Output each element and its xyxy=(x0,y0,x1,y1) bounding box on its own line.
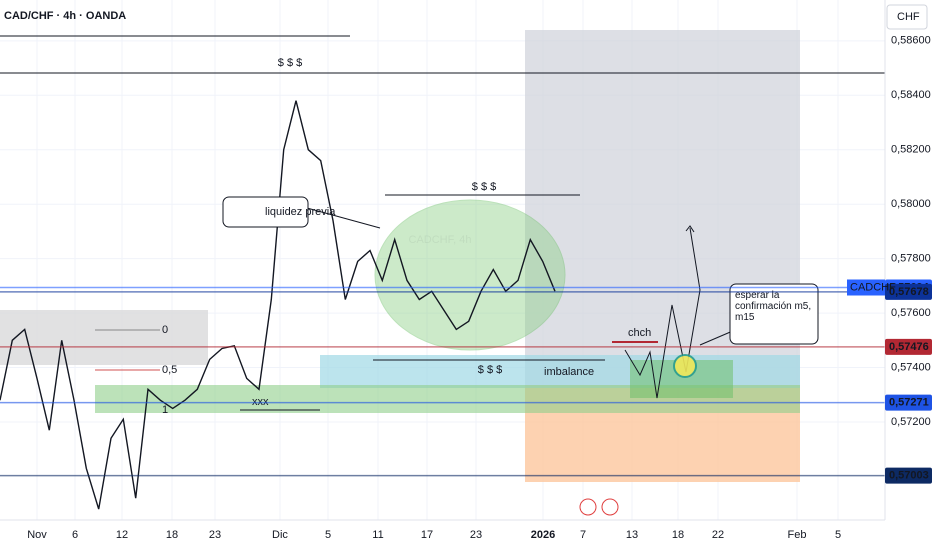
y-tick-label: 0,58600 xyxy=(891,35,931,47)
x-tick-label: 23 xyxy=(209,529,221,541)
price-label: 0,57003 xyxy=(889,470,929,482)
price-label: 0,57476 xyxy=(889,341,929,353)
price-tag xyxy=(885,467,932,484)
x-tick-label: 17 xyxy=(421,529,433,541)
callout-pointer xyxy=(306,207,381,229)
chart-title: CAD/CHF · 4h · OANDA xyxy=(4,10,126,22)
x-tick-label: 5 xyxy=(325,529,331,541)
event-icons xyxy=(579,498,619,516)
x-tick-label: 18 xyxy=(166,529,178,541)
callout-text: esperar la confirmación m5, m15 xyxy=(735,290,812,323)
x-tick-label: 22 xyxy=(712,529,724,541)
y-tick-label: 0,58200 xyxy=(891,144,931,156)
annotation: $ $ $ xyxy=(278,57,302,69)
x-tick-label: 6 xyxy=(72,529,78,541)
y-tick-label: 0,58400 xyxy=(891,89,931,101)
y-tick-label: 0,58000 xyxy=(891,198,931,210)
y-tick-label: 0,57600 xyxy=(891,307,931,319)
price-tag xyxy=(885,394,932,411)
price-tag xyxy=(885,283,932,300)
fib-label: 0,5 xyxy=(162,364,177,376)
fib-label: 1 xyxy=(162,404,168,416)
currency-button[interactable] xyxy=(886,4,928,30)
projection xyxy=(624,227,701,399)
range-ellipse xyxy=(374,199,566,351)
callout xyxy=(729,283,819,345)
x-tick-label: Dic xyxy=(272,529,288,541)
symbol-tag xyxy=(847,279,885,296)
annotation: chch xyxy=(628,327,651,339)
x-tick-label: 13 xyxy=(626,529,638,541)
y-tick-label: 0,57200 xyxy=(891,416,931,428)
x-tick-label: 5 xyxy=(835,529,841,541)
price-label: 0,57271 xyxy=(889,397,929,409)
watermark: CADCHF, 4h xyxy=(409,234,472,246)
x-tick-label: 2026 xyxy=(531,529,555,541)
callout-text: liquidez previa xyxy=(265,206,336,218)
y-tick-label: 0,57400 xyxy=(891,361,931,373)
event-icon[interactable] xyxy=(579,498,597,516)
annotation: xxx xyxy=(252,396,269,408)
callout-pointer xyxy=(699,329,736,346)
annotation: $ $ $ xyxy=(478,364,502,376)
annotation: imbalance xyxy=(544,366,594,378)
supply-zone xyxy=(0,310,208,365)
currency[interactable]: CHF xyxy=(897,11,920,23)
zones xyxy=(0,30,800,482)
symbol-label: CADCHF xyxy=(850,281,896,293)
x-tick-label: Feb xyxy=(788,529,807,541)
fib-label: 0 xyxy=(162,324,168,336)
price-tag xyxy=(885,338,932,355)
x-tick-label: Nov xyxy=(27,529,47,541)
y-tick-label: 0,57800 xyxy=(891,253,931,265)
price-axis xyxy=(885,0,932,550)
x-tick-label: 18 xyxy=(672,529,684,541)
annotation: $ $ $ xyxy=(472,181,496,193)
x-tick-label: 23 xyxy=(470,529,482,541)
x-tick-label: 11 xyxy=(372,529,383,541)
event-icon[interactable] xyxy=(601,498,619,516)
price-label: 0,57678 xyxy=(889,286,929,298)
x-tick-label: 7 xyxy=(580,529,586,541)
callout xyxy=(222,196,309,228)
entry-marker xyxy=(673,354,697,378)
callout-text-box: esperar la confirmación m5, m15 xyxy=(735,290,812,323)
arrow-head xyxy=(685,225,695,233)
x-tick-label: 12 xyxy=(116,529,128,541)
